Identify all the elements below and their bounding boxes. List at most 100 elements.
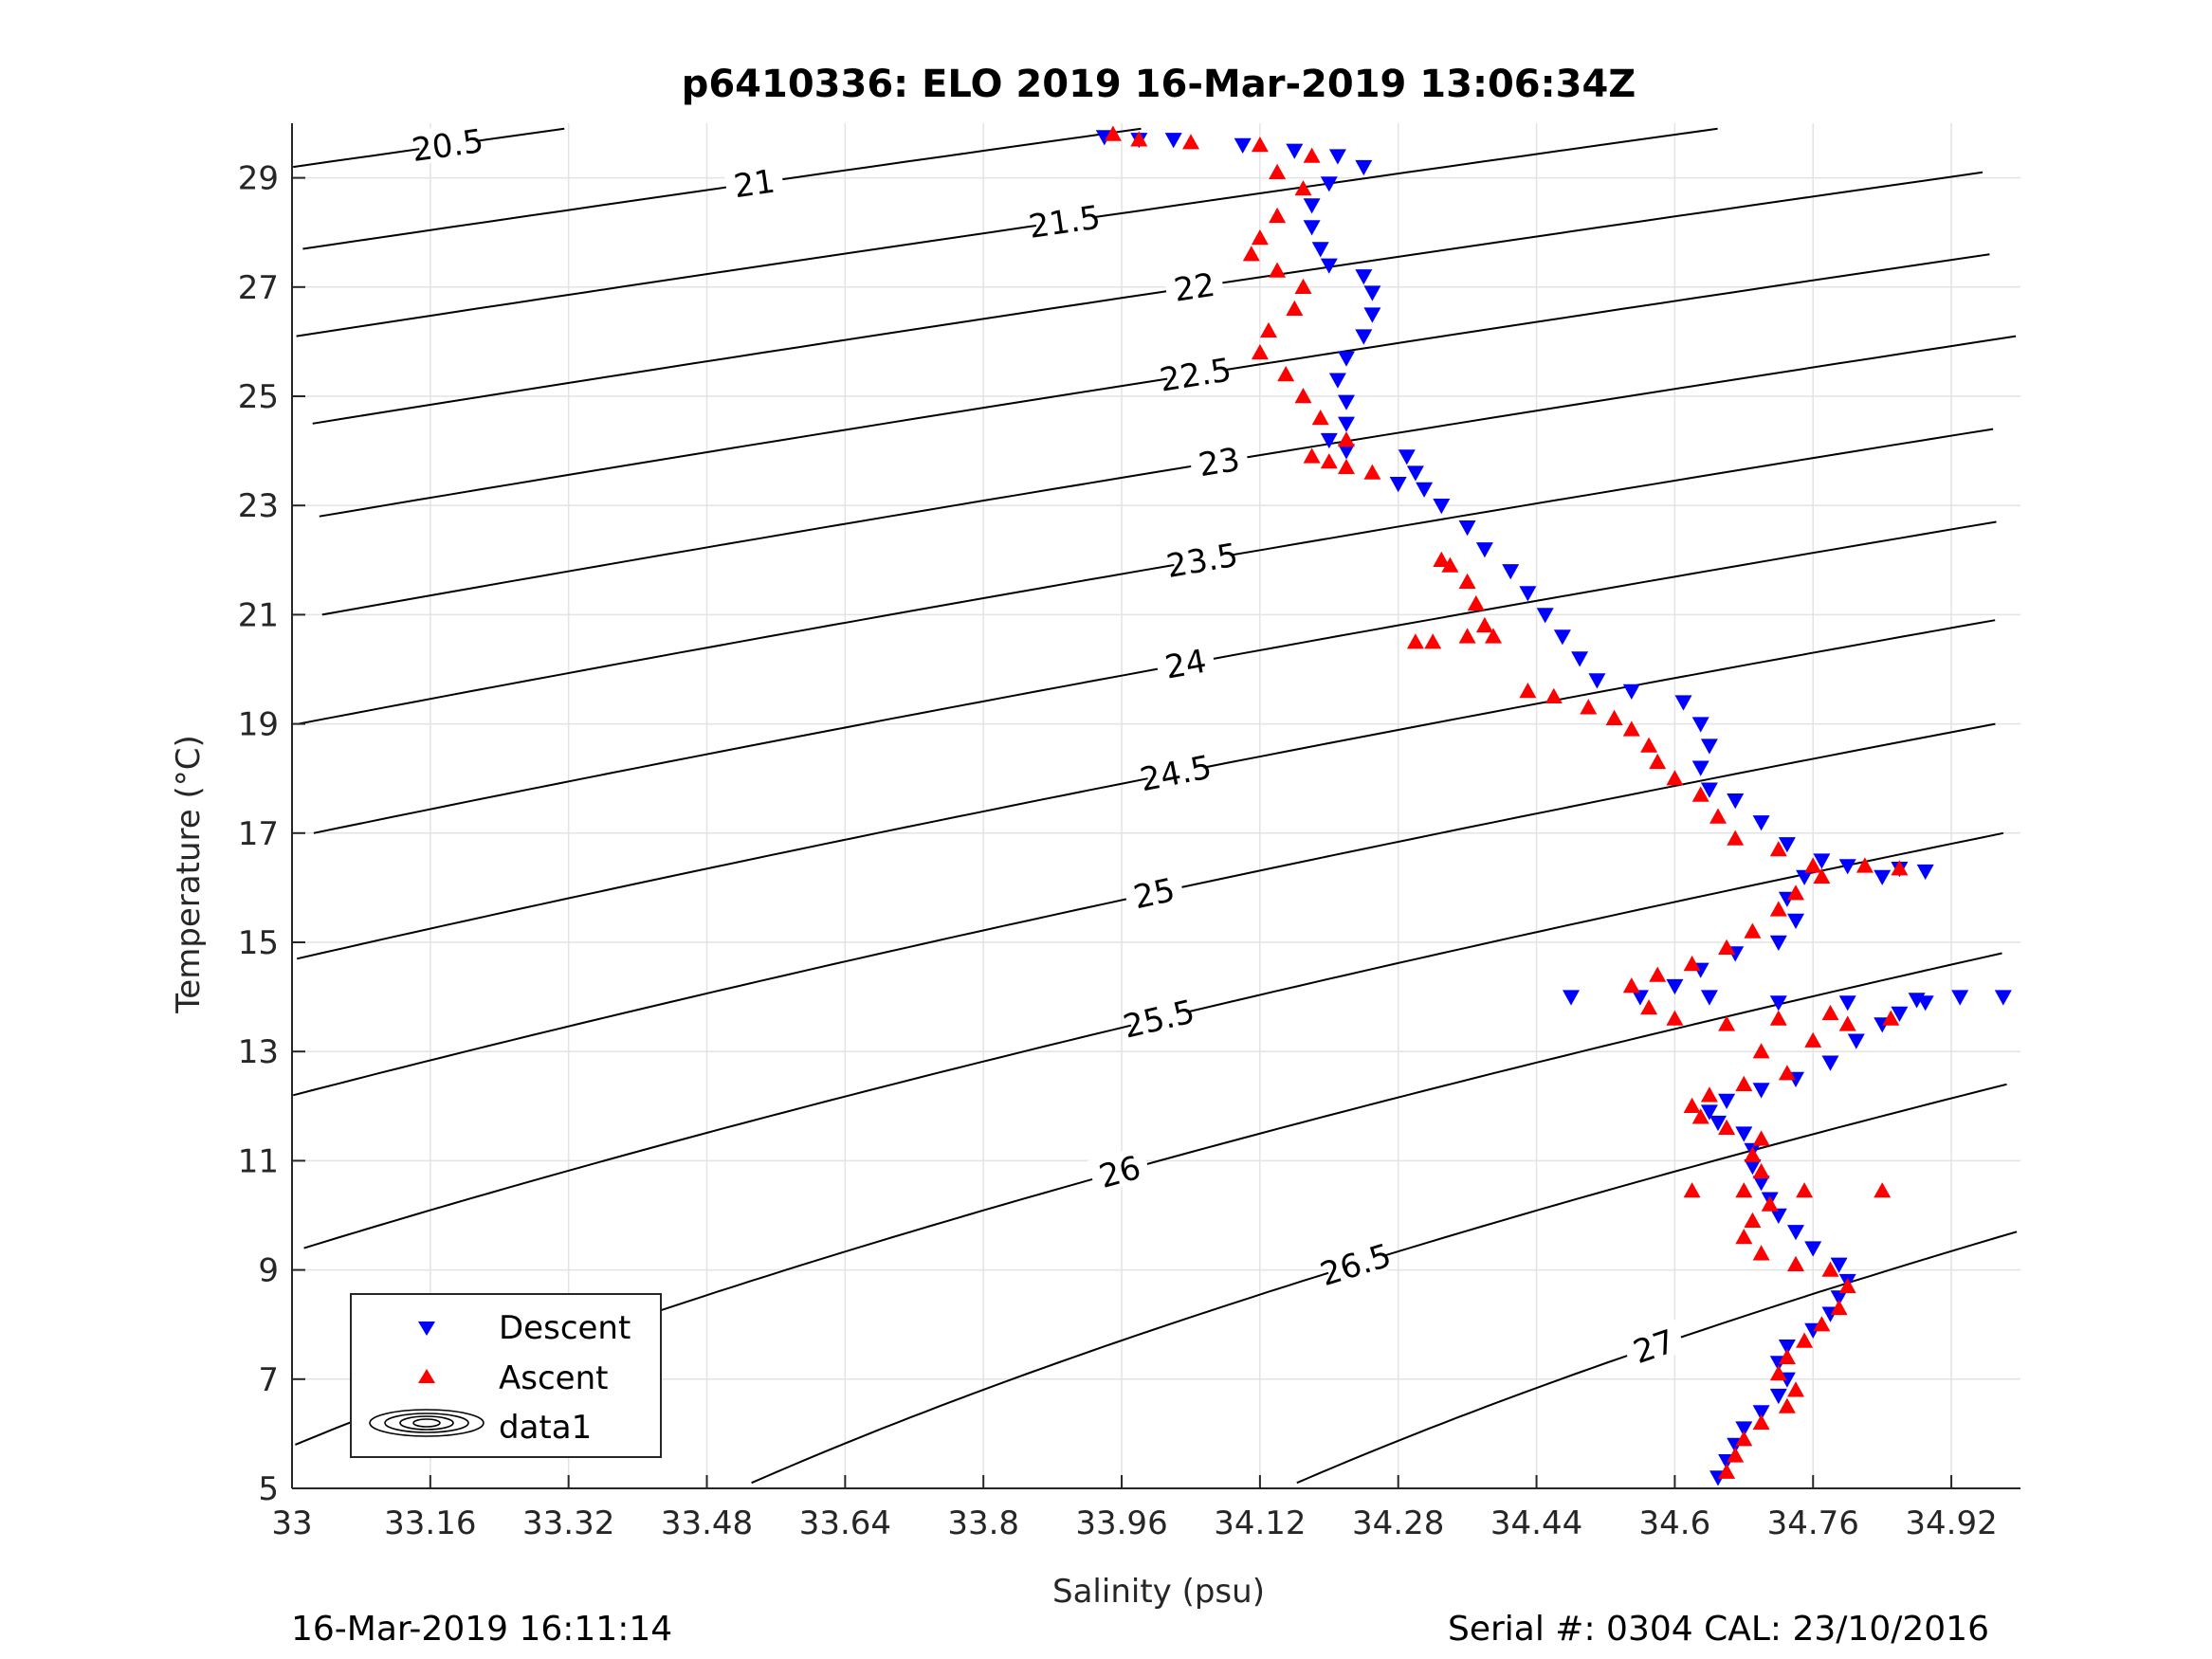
data-point: [1778, 1348, 1796, 1364]
data-point: [1502, 564, 1520, 580]
data-point: [1744, 1212, 1762, 1228]
data-point: [1338, 394, 1355, 410]
data-point: [1303, 447, 1321, 464]
x-tick-label: 34.44: [1490, 1504, 1582, 1542]
contour-label: 20.5: [410, 122, 486, 170]
data-point: [1398, 449, 1416, 465]
data-point: [1838, 995, 1856, 1012]
data-point: [1727, 830, 1745, 846]
data-point: [1700, 738, 1718, 755]
legend: Descent Ascent data1: [350, 1293, 662, 1458]
data-point: [1752, 1083, 1770, 1099]
x-tick-label: 34.28: [1352, 1504, 1444, 1542]
data-point: [1830, 1299, 1848, 1316]
data-point: [1104, 125, 1122, 141]
data-point: [1838, 859, 1856, 875]
data-point: [1571, 651, 1589, 667]
y-tick-label: 29: [238, 160, 279, 198]
data-point: [1294, 278, 1312, 294]
legend-descent-marker: [418, 1322, 435, 1336]
data-point: [1406, 633, 1424, 649]
data-point: [1286, 300, 1304, 316]
data-point: [1588, 673, 1606, 689]
data-point: [1787, 1255, 1804, 1271]
y-tick-label: 23: [238, 487, 279, 525]
data-point: [1666, 770, 1684, 786]
data-point: [1769, 901, 1787, 917]
data-point: [1752, 815, 1770, 831]
data-point: [1553, 629, 1571, 646]
y-tick-label: 19: [238, 706, 279, 744]
data-point: [1735, 1182, 1753, 1198]
series-descent: [1095, 130, 2012, 1486]
data-point: [1700, 1104, 1718, 1121]
y-tick-label: 21: [238, 596, 279, 634]
contour-label: 21: [723, 160, 785, 206]
y-tick-label: 11: [238, 1142, 279, 1180]
data-point: [1821, 1055, 1839, 1071]
legend-label: Ascent: [499, 1359, 608, 1397]
density-contour: [292, 722, 1996, 1097]
data-point: [1519, 683, 1537, 699]
data-point: [1269, 163, 1287, 179]
y-tick-label: 9: [258, 1252, 279, 1290]
data-point: [1683, 1182, 1701, 1198]
data-point: [1311, 242, 1329, 258]
legend-contour-icon: [369, 1409, 484, 1437]
density-contour: [302, 127, 1142, 250]
data-point: [1813, 1316, 1831, 1332]
density-contour: [319, 253, 1990, 518]
data-point: [1666, 1010, 1684, 1026]
y-tick-label: 15: [238, 924, 279, 962]
density-contour: [312, 171, 1983, 425]
data-point: [1778, 1340, 1796, 1356]
data-point: [1744, 1146, 1762, 1162]
y-tick-label: 13: [238, 1033, 279, 1071]
data-point: [1735, 1421, 1753, 1437]
data-point: [1874, 869, 1892, 885]
data-point: [1286, 143, 1304, 159]
data-point: [1338, 458, 1355, 475]
x-tick-label: 33.64: [799, 1504, 891, 1542]
data-point: [1251, 229, 1269, 246]
data-point: [1691, 760, 1709, 776]
data-point: [1649, 966, 1667, 982]
x-tick-label: 33.8: [947, 1504, 1019, 1542]
data-point: [1994, 990, 2012, 1006]
data-point: [1744, 1159, 1762, 1176]
data-point: [1666, 978, 1684, 995]
data-point: [1458, 520, 1476, 537]
data-point: [1891, 860, 1909, 876]
data-point: [1649, 753, 1667, 770]
data-point: [1752, 1176, 1770, 1192]
data-point: [1752, 1405, 1770, 1421]
data-point: [1718, 1119, 1736, 1135]
data-point: [1433, 499, 1451, 515]
contour-label: 26.5: [1316, 1236, 1396, 1294]
data-point: [1752, 1413, 1770, 1431]
data-point: [1631, 990, 1649, 1006]
data-point: [1882, 1010, 1900, 1026]
data-point: [1700, 1086, 1718, 1103]
data-point: [1260, 321, 1277, 338]
data-point: [1683, 1097, 1701, 1113]
x-tick-label: 33.16: [384, 1504, 476, 1542]
data-point: [1338, 416, 1355, 432]
data-point: [1727, 1447, 1745, 1463]
data-point: [1130, 131, 1148, 147]
data-point: [1691, 717, 1709, 733]
y-axis-label: Temperature (°C): [170, 735, 208, 1013]
data-point: [1769, 841, 1787, 857]
data-point: [1458, 573, 1476, 589]
data-point: [1242, 246, 1260, 262]
data-point: [1778, 1065, 1796, 1081]
data-point: [1363, 464, 1381, 480]
footer-timestamp: 16-Mar-2019 16:11:14: [291, 1610, 672, 1649]
data-point: [1769, 995, 1787, 1012]
data-series: [1095, 125, 2012, 1486]
contour-label: 24: [1154, 640, 1216, 687]
data-point: [1683, 956, 1701, 972]
x-tick-label: 33.32: [522, 1504, 614, 1542]
data-point: [1752, 1245, 1770, 1261]
